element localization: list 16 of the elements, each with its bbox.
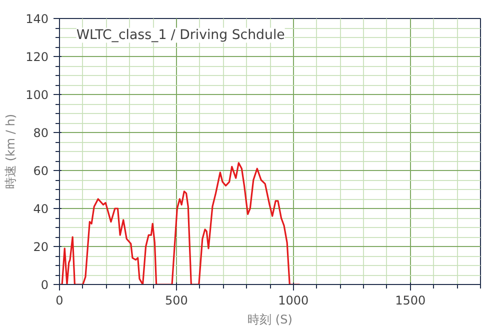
y-tick-label: 80: [33, 126, 49, 140]
x-axis-title: 時刻 (S): [248, 312, 292, 326]
y-tick-label: 0: [40, 278, 49, 292]
x-tick-label: 0: [56, 294, 64, 308]
text: WLTC_class_1 / Driving Schdule: [76, 28, 285, 43]
y-tick-label: 60: [33, 164, 49, 178]
y-tick-label: 20: [33, 240, 49, 254]
y-tick-label: 100: [26, 88, 48, 102]
y-tick-label: 140: [26, 12, 48, 26]
x-tick-label: 1000: [278, 294, 309, 308]
y-axis-title: 時速 (km / h): [4, 114, 18, 190]
y-tick-label: 120: [26, 50, 48, 64]
y-tick-label: 40: [33, 202, 49, 216]
x-tick-label: 1500: [395, 294, 426, 308]
x-tick-label: 500: [164, 294, 188, 308]
line-series: [60, 162, 301, 284]
